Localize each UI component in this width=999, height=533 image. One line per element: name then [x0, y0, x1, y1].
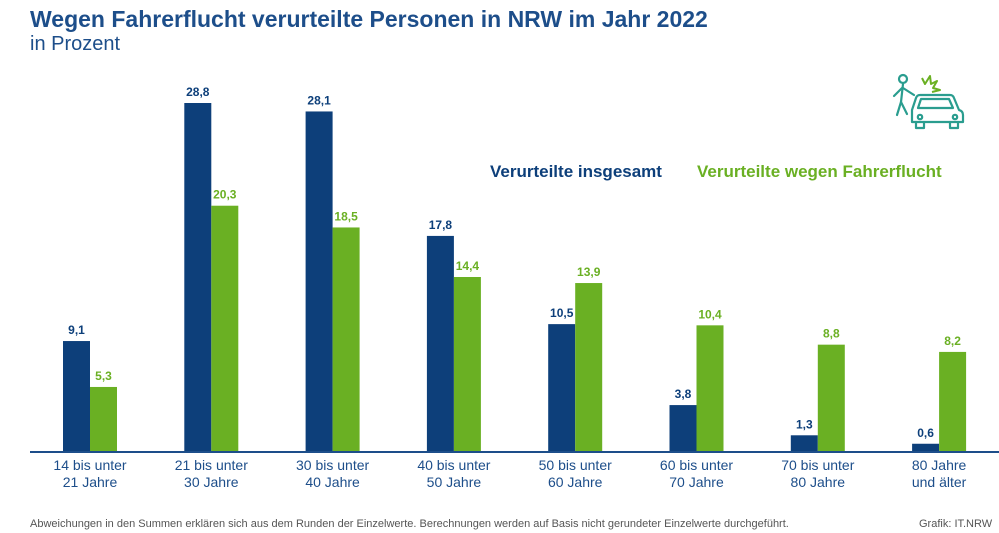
data-label-hit-and-run-6: 8,8	[823, 327, 840, 341]
bar-hit-and-run-2	[332, 227, 360, 451]
data-label-total-5: 3,8	[675, 387, 692, 401]
category-label-0-0: 14 bis unter	[53, 457, 126, 473]
bar-hit-and-run-1	[211, 205, 239, 451]
data-label-total-7: 0,6	[917, 426, 934, 440]
data-label-hit-and-run-3: 14,4	[456, 259, 480, 273]
bar-total-4	[548, 324, 576, 451]
data-label-total-4: 10,5	[550, 306, 574, 320]
category-label-3-0: 40 bis unter	[417, 457, 490, 473]
data-label-hit-and-run-7: 8,2	[944, 334, 961, 348]
bar-total-0	[63, 341, 90, 451]
bar-hit-and-run-3	[453, 277, 481, 451]
legend-entry-total: Verurteilte insgesamt	[490, 162, 662, 181]
bar-total-5	[669, 405, 697, 451]
category-label-7-0: 80 Jahre	[912, 457, 967, 473]
category-label-1-1: 30 Jahre	[184, 474, 239, 490]
category-label-3-1: 50 Jahre	[427, 474, 482, 490]
footnote: Abweichungen in den Summen erklären sich…	[30, 518, 789, 530]
category-label-6-1: 80 Jahre	[791, 474, 846, 490]
bar-chart: 9,1 5,3 28,8 20,3 28,1 18,5 17,8 14,4 10,5 13,9 3,…	[30, 85, 999, 490]
category-label-6-0: 70 bis unter	[781, 457, 854, 473]
legend-entry-hit-and-run: Verurteilte wegen Fahrerflucht	[697, 162, 942, 181]
bar-total-2	[305, 111, 333, 451]
data-label-total-3: 17,8	[429, 218, 453, 232]
data-label-hit-and-run-1: 20,3	[213, 188, 237, 202]
bar-total-7	[912, 443, 940, 451]
category-label-2-0: 30 bis unter	[296, 457, 369, 473]
bar-total-1	[184, 103, 212, 451]
chart-title: Wegen Fahrerflucht verurteilte Personen …	[30, 6, 708, 32]
source-credit: Grafik: IT.NRW	[919, 518, 993, 530]
category-label-1-0: 21 bis unter	[175, 457, 248, 473]
bar-total-3	[426, 235, 454, 451]
bar-hit-and-run-7	[939, 351, 967, 451]
category-label-4-1: 60 Jahre	[548, 474, 603, 490]
category-label-7-1: und älter	[912, 474, 967, 490]
car-pedestrian-collision-icon	[892, 73, 965, 130]
bar-total-6	[790, 435, 818, 451]
category-label-2-1: 40 Jahre	[305, 474, 360, 490]
data-label-total-6: 1,3	[796, 417, 813, 431]
category-label-5-1: 70 Jahre	[669, 474, 724, 490]
data-label-hit-and-run-0: 5,3	[95, 369, 112, 383]
data-label-total-2: 28,1	[307, 93, 331, 107]
category-label-4-0: 50 bis unter	[539, 457, 612, 473]
data-label-hit-and-run-4: 13,9	[577, 265, 601, 279]
data-label-hit-and-run-5: 10,4	[698, 307, 722, 321]
data-label-total-0: 9,1	[68, 323, 85, 337]
chart-subtitle: in Prozent	[30, 33, 121, 55]
category-label-5-0: 60 bis unter	[660, 457, 733, 473]
data-label-total-1: 28,8	[186, 85, 210, 99]
bar-hit-and-run-0	[90, 386, 117, 451]
bar-hit-and-run-6	[817, 344, 845, 451]
bar-hit-and-run-4	[575, 283, 603, 451]
data-label-hit-and-run-2: 18,5	[334, 209, 358, 223]
bar-hit-and-run-5	[696, 325, 724, 451]
category-label-0-1: 21 Jahre	[63, 474, 118, 490]
